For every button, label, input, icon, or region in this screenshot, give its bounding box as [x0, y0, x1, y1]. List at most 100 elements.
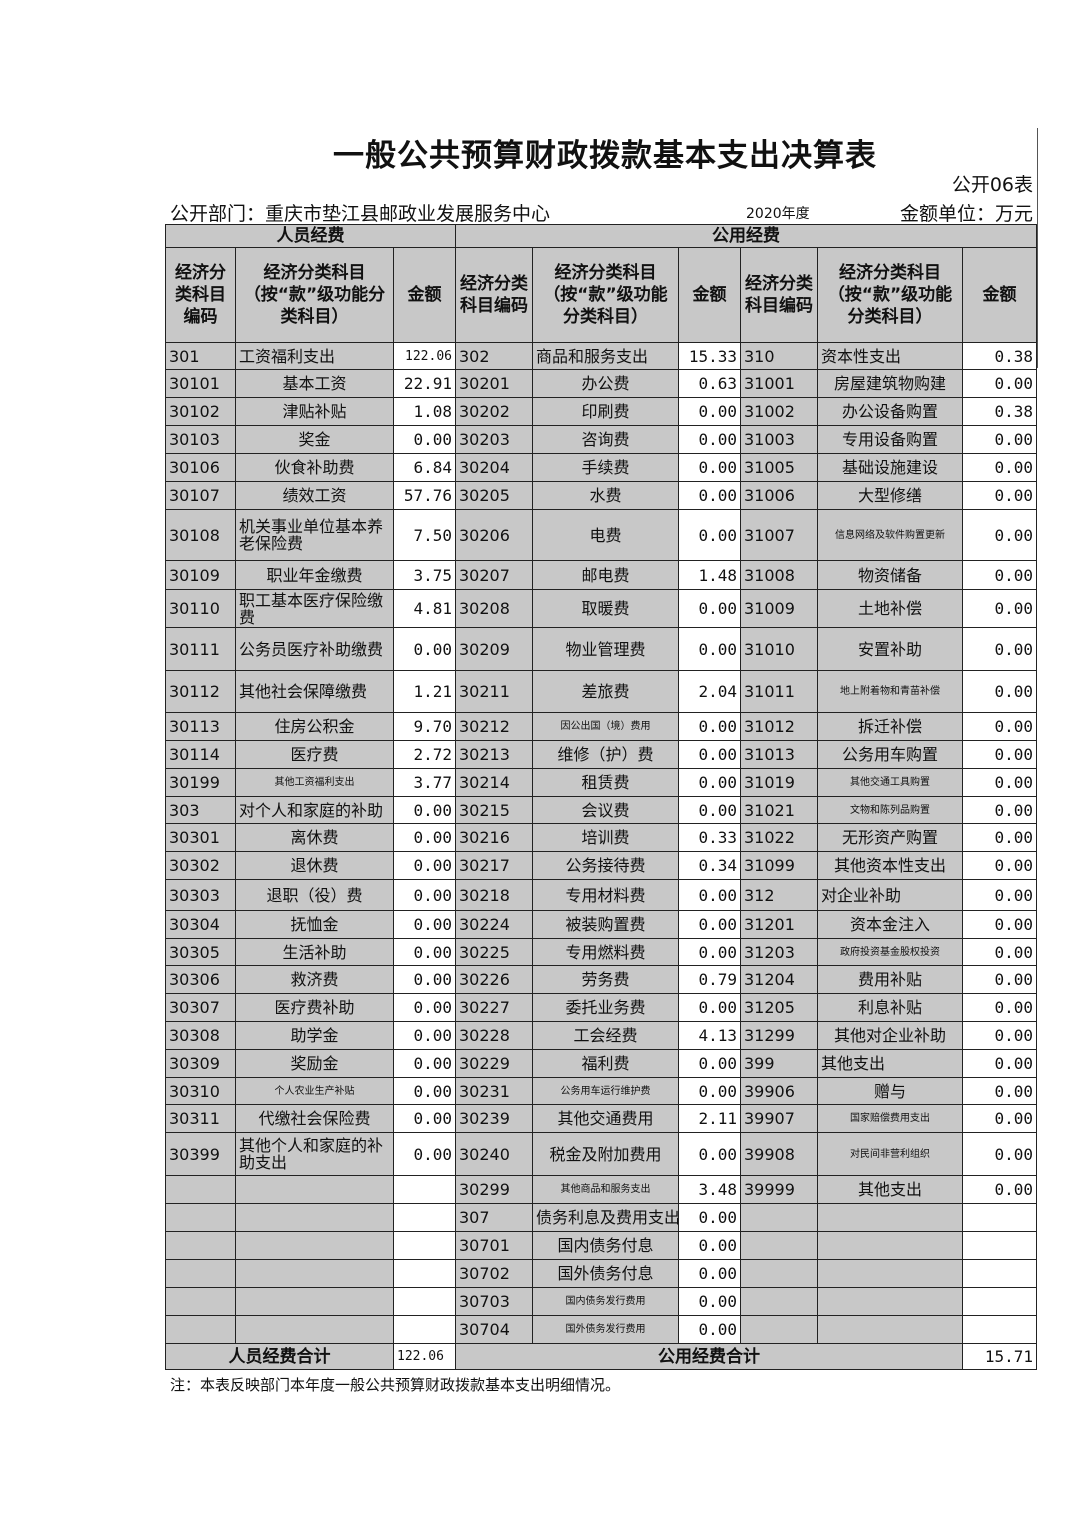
cell-name: 国家赔偿费用支出 [817, 1104, 963, 1133]
cell-name: 国内债务付息 [532, 1231, 679, 1260]
cell-amount: 0.00 [678, 712, 741, 741]
cell-code: 31204 [740, 965, 818, 994]
table-row: 30110 职工基本医疗保险缴费 4.81 30208 取暖费 0.00 31009 土地补偿… [165, 589, 1037, 628]
cell-code: 30217 [455, 851, 533, 880]
cell-name: 地上附着物和青苗补偿 [817, 670, 963, 713]
cell-amount: 3.77 [393, 768, 456, 797]
cell-amount: 0.00 [393, 879, 456, 911]
cell-amount: 4.81 [393, 589, 456, 628]
cell-amount: 0.00 [962, 1104, 1037, 1133]
cell-name: 其他交通费用 [532, 1104, 679, 1133]
cell-amount: 0.00 [678, 879, 741, 911]
table-row: 30306 救济费 0.00 30226 劳务费 0.79 31204 费用补贴 0.00 [165, 965, 1037, 994]
cell-name: 大型修缮 [817, 481, 963, 510]
cell-name: 奖励金 [235, 1049, 394, 1078]
table-row: 303 对个人和家庭的补助 0.00 30215 会议费 0.00 31021 文物和陈列品购… [165, 796, 1037, 824]
cell-code: 30107 [165, 481, 236, 510]
cell-code: 30108 [165, 509, 236, 561]
cell-code: 31099 [740, 851, 818, 880]
cell-amount: 0.38 [962, 397, 1037, 426]
cell-code: 30299 [455, 1175, 533, 1204]
cell-code: 31003 [740, 425, 818, 454]
cell-name: 医疗费 [235, 740, 394, 769]
cell-amount: 0.00 [962, 712, 1037, 741]
cell-code: 30399 [165, 1132, 236, 1176]
public-total-value: 15.71 [962, 1343, 1037, 1370]
cell-name: 专用材料费 [532, 879, 679, 911]
cell-code: 30101 [165, 369, 236, 398]
cell-name: 电费 [532, 509, 679, 561]
cell-amount: 0.00 [678, 397, 741, 426]
cell-code [165, 1203, 236, 1232]
cell-name: 退职（役）费 [235, 879, 394, 911]
cell-amount: 0.00 [962, 1049, 1037, 1078]
cell-amount: 0.00 [393, 796, 456, 824]
cell-name: 其他支出 [817, 1175, 963, 1204]
cell-code: 30208 [455, 589, 533, 628]
cell-name [235, 1287, 394, 1316]
cell-code: 30240 [455, 1132, 533, 1176]
cell-name: 对个人和家庭的补助 [235, 796, 394, 824]
cell-amount [962, 1203, 1037, 1232]
cell-code [740, 1315, 818, 1344]
cell-name [235, 1259, 394, 1288]
cell-code: 30304 [165, 910, 236, 939]
cell-name [817, 1315, 963, 1344]
cell-name: 抚恤金 [235, 910, 394, 939]
cell-amount: 1.08 [393, 397, 456, 426]
cell-amount: 0.63 [678, 369, 741, 398]
cell-code: 30215 [455, 796, 533, 824]
cell-name: 其他交通工具购置 [817, 768, 963, 797]
cell-amount: 0.00 [962, 1132, 1037, 1176]
table-row: 30308 助学金 0.00 30228 工会经费 4.13 31299 其他对企业补助 0.0… [165, 1021, 1037, 1050]
cell-code: 30305 [165, 938, 236, 966]
cell-code: 30225 [455, 938, 533, 966]
cell-code: 31022 [740, 823, 818, 852]
cell-name: 邮电费 [532, 560, 679, 590]
cell-name: 离休费 [235, 823, 394, 852]
cell-code: 31012 [740, 712, 818, 741]
cell-amount: 0.00 [678, 768, 741, 797]
cell-amount: 1.21 [393, 670, 456, 713]
cell-amount: 0.00 [678, 509, 741, 561]
cell-amount: 0.00 [393, 851, 456, 880]
cell-name: 取暖费 [532, 589, 679, 628]
cell-amount: 0.00 [393, 1077, 456, 1105]
cell-name: 公务员医疗补助缴费 [235, 627, 394, 671]
cell-amount [393, 1315, 456, 1344]
table-row: 30702 国外债务付息 0.00 [165, 1259, 1037, 1288]
cell-name: 物资储备 [817, 560, 963, 590]
cell-name: 维修（护）费 [532, 740, 679, 769]
table-row: 30101 基本工资 22.91 30201 办公费 0.63 31001 房屋建筑物购建 0.… [165, 369, 1037, 398]
cell-amount: 0.00 [962, 670, 1037, 713]
table-row: 30109 职业年金缴费 3.75 30207 邮电费 1.48 31008 物资储备 0.00 [165, 560, 1037, 590]
cell-code: 30114 [165, 740, 236, 769]
cell-code: 30111 [165, 627, 236, 671]
cell-amount: 22.91 [393, 369, 456, 398]
cell-amount: 0.00 [678, 796, 741, 824]
cell-amount: 0.33 [678, 823, 741, 852]
cell-name [817, 1287, 963, 1316]
cell-amount: 0.00 [962, 425, 1037, 454]
cell-code: 30309 [165, 1049, 236, 1078]
cell-amount: 0.00 [962, 1077, 1037, 1105]
cell-name: 租赁费 [532, 768, 679, 797]
cell-code: 31006 [740, 481, 818, 510]
cell-name: 国外债务发行费用 [532, 1315, 679, 1344]
cell-code [740, 1203, 818, 1232]
cell-code: 30227 [455, 993, 533, 1022]
cell-name: 政府投资基金股权投资 [817, 938, 963, 966]
cell-code: 31205 [740, 993, 818, 1022]
cell-amount: 0.00 [393, 1104, 456, 1133]
cell-code [740, 1259, 818, 1288]
cell-amount: 0.00 [962, 993, 1037, 1022]
cell-name: 其他资本性支出 [817, 851, 963, 880]
cell-amount: 0.00 [962, 740, 1037, 769]
cell-code: 30103 [165, 425, 236, 454]
cell-name [235, 1315, 394, 1344]
cell-amount: 0.00 [678, 1132, 741, 1176]
cell-name: 其他商品和服务支出 [532, 1175, 679, 1204]
table-row: 30303 退职（役）费 0.00 30218 专用材料费 0.00 312 对企业补助 0.0… [165, 879, 1037, 911]
cell-name: 代缴社会保险费 [235, 1104, 394, 1133]
cell-name: 拆迁补偿 [817, 712, 963, 741]
